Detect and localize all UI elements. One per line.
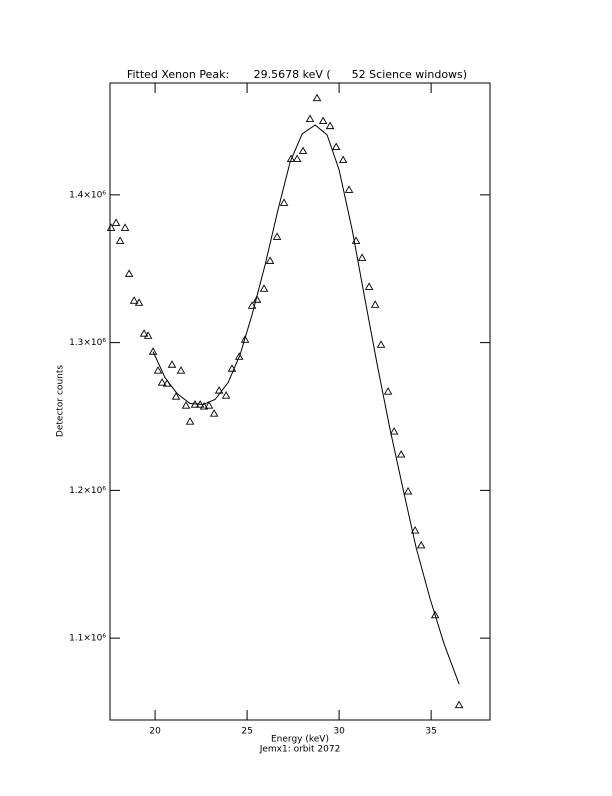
data-point	[240, 335, 250, 343]
data-point	[195, 400, 205, 408]
data-point	[370, 300, 380, 308]
data-point	[272, 232, 282, 240]
subtitle: Jemx1: orbit 2072	[259, 745, 341, 755]
y-tick-label: 1.4×10⁶	[69, 190, 106, 200]
x-tick-label: 35	[425, 727, 436, 737]
plot-frame	[109, 82, 491, 721]
chart-title: Fitted Xenon Peak: 29.5678 keV ( 52 Scie…	[127, 68, 467, 81]
data-point	[292, 154, 302, 163]
data-point	[351, 236, 361, 244]
data-point	[148, 347, 158, 355]
data-point	[305, 114, 315, 122]
data-point	[389, 427, 399, 435]
data-point	[143, 331, 153, 339]
data-point	[134, 298, 144, 306]
data-point	[115, 236, 125, 244]
y-tick-label: 1.1×10⁶	[69, 634, 106, 644]
data-point	[318, 116, 328, 125]
data-point	[181, 401, 191, 409]
x-tick-label: 20	[149, 727, 161, 737]
x-axis-label: Energy (keV)	[271, 735, 329, 745]
data-point	[111, 218, 121, 226]
data-point	[344, 185, 354, 193]
data-point	[221, 391, 231, 399]
data-point	[364, 282, 374, 290]
data-point	[190, 400, 200, 408]
y-tick-label: 1.3×10⁶	[69, 338, 106, 348]
data-point	[124, 269, 134, 277]
data-point	[227, 364, 237, 372]
data-point	[171, 392, 181, 400]
data-point	[106, 223, 116, 231]
data-point	[331, 142, 341, 151]
data-point	[416, 540, 426, 549]
data-point	[376, 340, 386, 348]
data-point	[153, 366, 163, 374]
data-point	[396, 450, 406, 458]
data-point	[157, 378, 167, 386]
data-point	[325, 121, 335, 130]
data-point	[259, 284, 269, 292]
data-point	[214, 386, 224, 394]
y-tick-label: 1.2×10⁶	[69, 486, 106, 496]
x-tick-label: 30	[333, 727, 345, 737]
data-point	[312, 93, 322, 102]
data-point	[204, 401, 214, 409]
data-point	[167, 360, 177, 368]
data-point	[185, 417, 195, 425]
data-point	[209, 409, 219, 417]
data-point	[383, 387, 393, 395]
data-point	[120, 223, 130, 231]
data-point	[298, 146, 308, 155]
data-point	[454, 700, 464, 709]
data-point	[199, 402, 209, 410]
data-point	[265, 256, 275, 264]
data-point	[129, 296, 139, 304]
data-point	[430, 610, 440, 619]
data-point	[162, 379, 172, 387]
data-point	[247, 301, 257, 309]
data-point	[357, 253, 367, 261]
data-point	[234, 352, 244, 360]
data-point	[338, 155, 348, 164]
data-point	[410, 526, 420, 534]
data-point	[286, 154, 296, 163]
data-point	[252, 295, 262, 303]
data-point	[176, 366, 186, 374]
y-axis-label: Detector counts	[56, 365, 66, 437]
data-point	[279, 198, 289, 206]
x-tick-label: 25	[241, 727, 252, 737]
data-point	[139, 329, 149, 337]
data-point	[403, 487, 413, 495]
